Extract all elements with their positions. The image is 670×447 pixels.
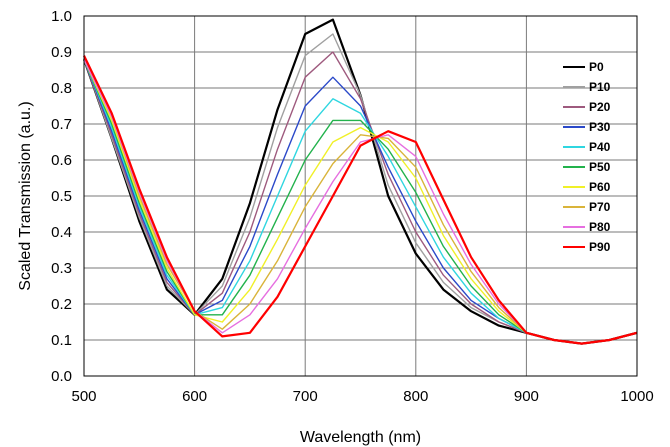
- series-line-p70: [83, 58, 638, 345]
- series-line-p0: [82, 18, 638, 345]
- series-layer: [82, 18, 638, 345]
- x-tick-label: 1000: [620, 388, 653, 405]
- legend-label: P90: [589, 240, 611, 254]
- tick-layer: 500 600 700 800 900 1000 0.0 0.1 0.2 0.3 0.4 0.5 0.6…: [51, 8, 654, 405]
- legend-label: P20: [589, 100, 611, 114]
- x-tick-label: 700: [293, 388, 318, 405]
- legend-label: P50: [589, 160, 611, 174]
- y-tick-label: 0.4: [51, 224, 72, 241]
- series-line-p30: [83, 58, 638, 345]
- legend-label: P60: [589, 180, 611, 194]
- y-tick-label: 0.0: [51, 368, 72, 385]
- legend-label: P0: [589, 60, 604, 74]
- y-axis-title: Scaled Transmission (a.u.): [17, 101, 34, 290]
- legend-label: P70: [589, 200, 611, 214]
- x-tick-label: 600: [182, 388, 207, 405]
- legend-label: P30: [589, 120, 611, 134]
- x-tick-label: 900: [514, 388, 539, 405]
- y-tick-label: 0.7: [51, 116, 72, 133]
- series-line-p50: [83, 58, 638, 345]
- y-tick-label: 0.3: [51, 260, 72, 277]
- y-tick-label: 0.1: [51, 332, 72, 349]
- plot-frame: [83, 15, 638, 377]
- y-tick-label: 0.8: [51, 80, 72, 97]
- legend-layer: P0 P10 P20 P30 P40 P50 P60 P70 P80 P90: [563, 60, 611, 254]
- y-tick-label: 0.5: [51, 188, 72, 205]
- legend-label: P10: [589, 80, 611, 94]
- legend-label: P40: [589, 140, 611, 154]
- legend-label: P80: [589, 220, 611, 234]
- x-tick-label: 800: [403, 388, 428, 405]
- series-line-p90: [83, 55, 638, 345]
- series-line-p40: [83, 58, 638, 345]
- grid-layer: [83, 15, 638, 377]
- x-axis-title: Wavelength (nm): [300, 429, 421, 446]
- y-tick-label: 0.9: [51, 44, 72, 61]
- y-tick-label: 1.0: [51, 8, 72, 25]
- series-line-p60: [83, 58, 638, 345]
- x-tick-label: 500: [71, 388, 96, 405]
- series-line-p10: [83, 33, 638, 345]
- y-tick-label: 0.2: [51, 296, 72, 313]
- series-line-p80: [83, 58, 638, 345]
- y-tick-label: 0.6: [51, 152, 72, 169]
